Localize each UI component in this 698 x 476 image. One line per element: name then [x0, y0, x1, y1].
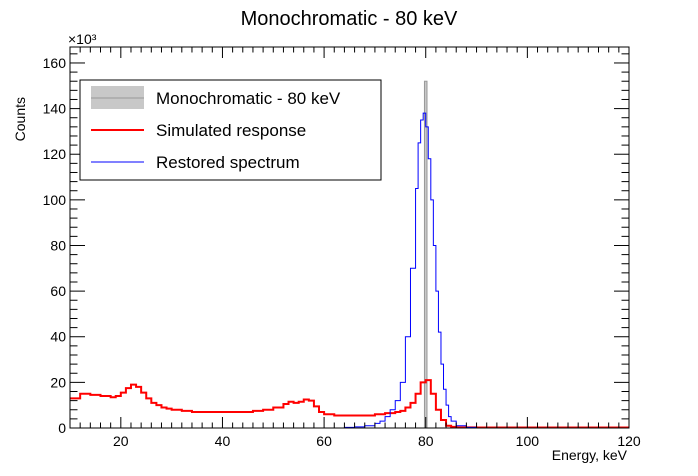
x-tick-label: 40	[215, 433, 231, 449]
y-tick-label: 20	[50, 374, 66, 390]
x-tick-label: 20	[113, 433, 129, 449]
series-line-simulated-response	[70, 379, 629, 428]
x-tick-label: 120	[617, 433, 641, 449]
series-monochromatic-bar	[423, 80, 428, 428]
legend-label: Monochromatic - 80 keV	[156, 89, 341, 108]
x-tick-label: 100	[516, 433, 540, 449]
y-tick-label: 160	[43, 55, 67, 71]
plot-frame	[69, 46, 630, 429]
y-tick-label: 100	[43, 192, 67, 208]
y-tick-label: 60	[50, 283, 66, 299]
chart-title: Monochromatic - 80 keV	[241, 8, 458, 30]
y-axis-multiplier: ×10³	[68, 31, 97, 47]
y-axis-title: Counts	[12, 97, 28, 141]
y-tick-label: 140	[43, 101, 67, 117]
legend-label: Simulated response	[156, 121, 306, 140]
series-line-restored-spectrum	[70, 112, 629, 428]
x-tick-label: 60	[316, 433, 332, 449]
y-tick-label: 0	[58, 420, 66, 436]
x-axis-title: Energy, keV	[552, 447, 628, 463]
y-tick-label: 80	[50, 237, 66, 253]
y-tick-label: 40	[50, 329, 66, 345]
x-tick-label: 80	[418, 433, 434, 449]
y-tick-label: 120	[43, 146, 67, 162]
legend-label: Restored spectrum	[156, 153, 300, 172]
